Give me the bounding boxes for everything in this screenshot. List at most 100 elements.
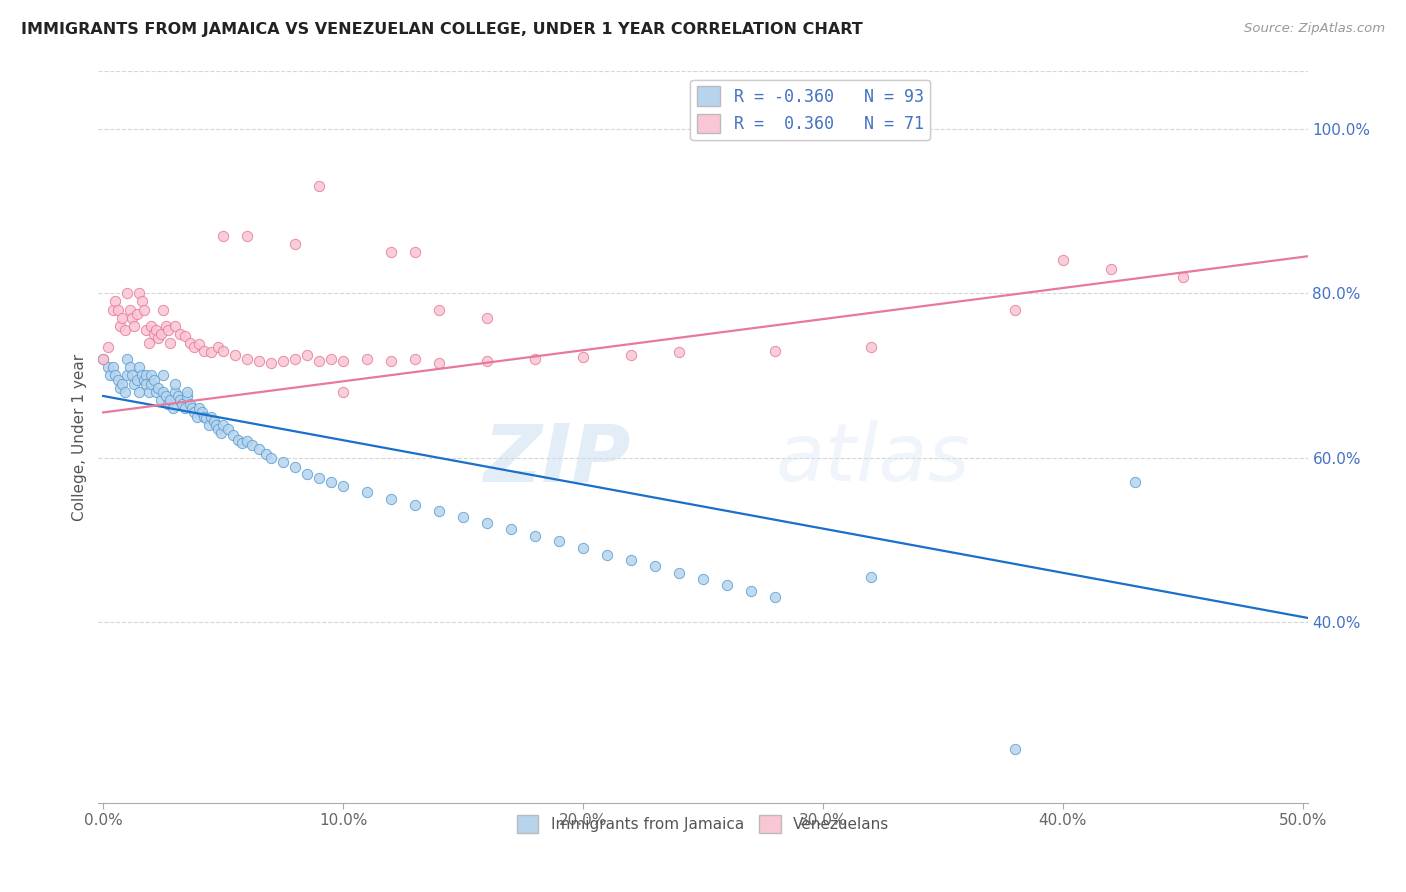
Point [692,572,714,586]
Point [193,343,215,358]
Point [380,245,402,260]
Point [475,353,498,368]
Point [135,368,157,383]
Point [763,343,786,358]
Point [572,351,595,365]
Point [284,460,307,475]
Point [124,376,146,391]
Point [308,353,330,368]
Point [222,427,245,442]
Point [173,401,195,416]
Point [165,384,187,399]
Point [295,348,318,362]
Point [332,479,354,493]
Point [231,435,253,450]
Point [131,368,153,383]
Point [179,335,201,350]
Point [132,302,155,317]
Point [247,353,270,368]
Point [254,446,277,460]
Point [200,409,222,424]
Point [321,475,343,490]
Point [197,417,219,432]
Point [111,376,134,391]
Point [138,384,160,399]
Point [183,340,205,354]
Point [165,376,187,391]
Point [148,331,170,345]
Point [404,498,426,512]
Point [548,534,571,549]
Text: IMMIGRANTS FROM JAMAICA VS VENEZUELAN COLLEGE, UNDER 1 YEAR CORRELATION CHART: IMMIGRANTS FROM JAMAICA VS VENEZUELAN CO… [21,22,863,37]
Point [125,373,148,387]
Point [125,307,148,321]
Point [356,485,378,500]
Point [115,351,138,366]
Point [620,553,643,567]
Point [427,302,450,317]
Point [1052,253,1074,268]
Point [166,389,188,403]
Point [108,319,131,334]
Point [212,417,235,432]
Point [1123,475,1146,490]
Point [159,335,181,350]
Point [97,360,120,375]
Point [380,353,402,368]
Point [644,559,666,574]
Legend: Immigrants from Jamaica, Venezuelans: Immigrants from Jamaica, Venezuelans [510,809,896,839]
Point [91,351,114,366]
Point [152,302,174,317]
Point [236,228,259,243]
Point [141,319,163,334]
Point [141,368,163,383]
Point [224,348,246,362]
Point [356,351,378,366]
Point [212,228,235,243]
Point [217,422,239,436]
Point [236,351,259,366]
Point [332,353,354,368]
Point [321,351,343,366]
Point [118,360,141,375]
Point [152,368,174,383]
Point [499,522,522,536]
Point [740,583,762,598]
Point [295,467,318,481]
Point [114,384,136,399]
Point [716,578,738,592]
Point [138,335,160,350]
Point [111,310,134,325]
Point [108,381,131,395]
Point [169,393,191,408]
Point [115,368,138,383]
Point [247,442,270,457]
Point [101,360,124,375]
Point [404,351,426,366]
Point [209,425,232,440]
Point [212,343,235,358]
Text: Source: ZipAtlas.com: Source: ZipAtlas.com [1244,22,1385,36]
Point [173,329,195,343]
Point [135,376,157,391]
Point [142,327,165,342]
Point [124,319,146,334]
Point [145,323,167,337]
Point [271,353,294,368]
Point [308,179,330,194]
Point [596,548,619,562]
Point [308,471,330,485]
Point [156,397,179,411]
Point [475,516,498,531]
Point [131,294,153,309]
Point [132,373,155,387]
Point [763,591,786,605]
Point [135,323,157,337]
Point [380,491,402,506]
Point [145,384,167,399]
Point [97,340,120,354]
Point [176,384,198,399]
Point [284,351,307,366]
Point [260,356,283,370]
Point [404,245,426,260]
